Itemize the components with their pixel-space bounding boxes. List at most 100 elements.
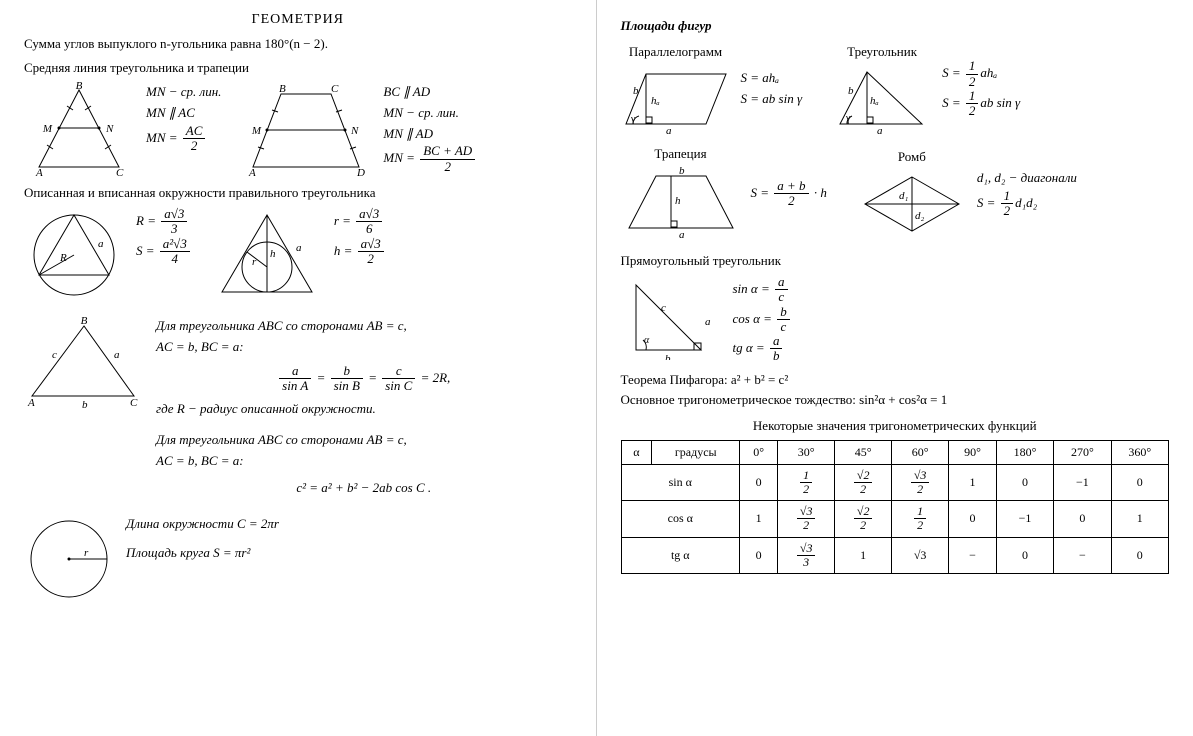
trig-cell: 12 <box>778 464 835 500</box>
svg-text:N: N <box>105 123 114 135</box>
trig-cell: 0 <box>949 501 997 537</box>
circle-row: r Длина окружности C = 2πr Площадь круга… <box>24 514 572 604</box>
trig-cell: 1 <box>835 537 892 573</box>
svg-text:B: B <box>81 316 88 327</box>
right-triangle-figure: c a b α <box>621 275 721 360</box>
trig-row-label: tg α <box>621 537 740 573</box>
trig-cell: √32 <box>778 501 835 537</box>
svg-text:A: A <box>248 167 256 177</box>
tri-ml-l1: MN − ср. лин. <box>146 82 221 103</box>
svg-text:d₂: d₂ <box>915 210 925 222</box>
trig-cell: 0 <box>1111 464 1168 500</box>
svg-text:r: r <box>252 256 257 268</box>
svg-text:α: α <box>644 335 650 346</box>
svg-text:a: a <box>114 349 120 361</box>
right-triangle-row: c a b α sin α = ac cos α = bc tg α = ab <box>621 275 1170 364</box>
svg-text:a: a <box>296 242 302 254</box>
circumscribed-figure: R a <box>24 207 124 302</box>
svg-text:b: b <box>82 399 88 411</box>
trig-row: tg α0√331√3−0−0 <box>621 537 1169 573</box>
circle-len: Длина окружности C = 2πr <box>126 514 279 535</box>
sine-intro1: Для треугольника ABC со сторонами AB = c… <box>156 316 572 337</box>
trig-cell: 0 <box>996 537 1053 573</box>
trig-cell: 0 <box>740 537 778 573</box>
trig-identity: Основное тригонометрическое тождество: s… <box>621 392 1170 408</box>
trap-ml-l4: MN = BC + AD2 <box>383 144 477 174</box>
areas-row-1: Параллелограмм b hₐ a γ S = ahₐ S = ab s… <box>621 44 1170 134</box>
trig-cell: 0 <box>1111 537 1168 573</box>
para-label: Параллелограмм <box>629 44 722 60</box>
areas-row-2: Трапеция b h a S = a + b2 · h Ромб <box>621 146 1170 241</box>
circum-inscr-heading: Описанная и вписанная окружности правиль… <box>24 185 572 201</box>
svg-text:b: b <box>848 85 854 97</box>
page-title: ГЕОМЕТРИЯ <box>24 12 572 28</box>
trap-ml-l1: BC ∥ AD <box>383 82 477 103</box>
areas-title: Площади фигур <box>621 18 1170 34</box>
inscribed-formulas: r = a√36 h = a√32 <box>334 207 386 266</box>
svg-text:C: C <box>130 397 138 409</box>
cos-intro2: AC = b, BC = a: <box>156 451 572 472</box>
svg-text:A: A <box>27 397 35 409</box>
trapezoid-area-figure: b h a <box>621 166 741 241</box>
trig-cell: √22 <box>835 501 892 537</box>
polygon-sum-text: Сумма углов выпуклого n-угольника равна … <box>24 36 572 52</box>
svg-text:h: h <box>675 195 681 207</box>
svg-text:b: b <box>679 166 685 177</box>
triangle-midline-formulas: MN − ср. лин. MN ∥ AC MN = AC2 <box>146 82 221 153</box>
trap-label: Трапеция <box>654 146 706 162</box>
trig-cell: −1 <box>996 501 1053 537</box>
trapezoid-midline-figure: B C A D M N <box>241 82 371 177</box>
rhom-label: Ромб <box>898 149 926 165</box>
tri-area-formulas: S = 12ahₐ S = 12ab sin γ <box>942 59 1020 118</box>
generic-triangle-figure: B A C c a b <box>24 316 144 411</box>
right-triangle-head: Прямоугольный треугольник <box>621 253 1170 269</box>
sine-cosine-formulas: Для треугольника ABC со сторонами AB = c… <box>156 316 572 504</box>
trig-cell: − <box>1054 537 1111 573</box>
sine-where: где R − радиус описанной окружности. <box>156 399 572 420</box>
right-page: Площади фигур Параллелограмм b hₐ a γ S … <box>597 0 1193 736</box>
circle-area: Площадь круга S = πr² <box>126 543 279 564</box>
trig-row-label: sin α <box>621 464 740 500</box>
trig-cell: 0 <box>996 464 1053 500</box>
cos-intro1: Для треугольника ABC со сторонами AB = c… <box>156 430 572 451</box>
trig-cell: √3 <box>892 537 949 573</box>
trig-row: cos α1√32√22120−101 <box>621 501 1169 537</box>
svg-text:r: r <box>84 547 89 559</box>
right-triangle-formulas: sin α = ac cos α = bc tg α = ab <box>733 275 792 364</box>
trig-cell: 1 <box>949 464 997 500</box>
svg-text:c: c <box>52 349 57 361</box>
trig-header-row: α градусы 0° 30° 45° 60° 90° 180° 270° 3… <box>621 440 1169 464</box>
trig-cell: √22 <box>835 464 892 500</box>
trig-cell: −1 <box>1054 464 1111 500</box>
trig-cell: 0 <box>740 464 778 500</box>
svg-text:C: C <box>331 83 339 95</box>
trig-table: α градусы 0° 30° 45° 60° 90° 180° 270° 3… <box>621 440 1170 574</box>
svg-text:B: B <box>76 82 83 92</box>
svg-text:a: a <box>98 238 104 250</box>
circle-figure: r <box>24 514 114 604</box>
svg-text:M: M <box>42 123 53 135</box>
circum-inscr-row: R a R = a√33 S = a²√34 r h a r = a√36 h … <box>24 207 572 302</box>
svg-text:b: b <box>633 85 639 97</box>
svg-text:hₐ: hₐ <box>651 95 660 107</box>
svg-text:b: b <box>665 353 671 360</box>
trap-ml-l3: MN ∥ AD <box>383 124 477 145</box>
svg-text:M: M <box>251 125 262 137</box>
trap-formulas: S = a + b2 · h <box>751 179 827 209</box>
svg-text:A: A <box>35 167 43 177</box>
trap-ml-l2: MN − ср. лин. <box>383 103 477 124</box>
trig-cell: 1 <box>1111 501 1168 537</box>
svg-text:a: a <box>877 125 883 134</box>
svg-text:a: a <box>705 316 711 328</box>
sine-cosine-row: B A C c a b Для треугольника ABC со стор… <box>24 316 572 504</box>
trig-cell: 1 <box>740 501 778 537</box>
svg-text:d₁: d₁ <box>899 190 909 202</box>
tri-label: Треугольник <box>847 44 917 60</box>
pythagoras: Теорема Пифагора: a² + b² = c² <box>621 372 1170 388</box>
para-formulas: S = ahₐ S = ab sin γ <box>741 68 803 110</box>
triangle-midline-figure: B M N A C <box>24 82 134 177</box>
circumscribed-formulas: R = a√33 S = a²√34 <box>136 207 192 266</box>
svg-text:h: h <box>270 248 276 260</box>
sine-eq: asin A = bsin B = csin C = 2R, <box>156 364 572 394</box>
trig-row: sin α012√22√3210−10 <box>621 464 1169 500</box>
